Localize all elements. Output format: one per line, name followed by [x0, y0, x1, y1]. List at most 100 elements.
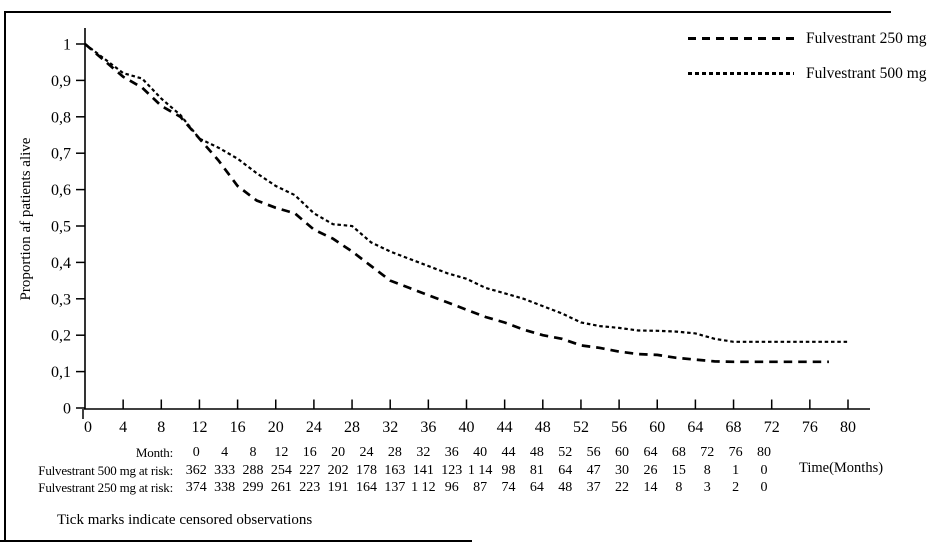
x-tick-label: 24: [306, 419, 322, 436]
risk-table-cell: 64: [529, 480, 544, 495]
x-tick-label: 80: [840, 419, 856, 436]
risk-table-cell: 191: [327, 480, 349, 495]
risk-table-cell: 12: [274, 445, 289, 460]
risk-table-cell: 178: [356, 462, 378, 478]
risk-table-cell: 32: [416, 445, 431, 460]
x-tick-label: 20: [268, 419, 284, 436]
risk-table-cell: 333: [214, 462, 236, 478]
risk-table-cell: 22: [615, 480, 630, 495]
dashed-line-sample-icon: [688, 37, 794, 40]
risk-table-cell: 164: [356, 480, 378, 495]
y-tick-label: 0,3: [51, 291, 71, 308]
risk-table-cell: 30: [615, 462, 630, 478]
x-tick-label: 32: [382, 419, 398, 436]
risk-table-cell: 80: [757, 445, 771, 460]
x-tick-label: 56: [611, 419, 627, 436]
risk-table-cell: 48: [529, 445, 544, 460]
y-tick-label: 0,7: [51, 146, 71, 163]
legend-label: Fulvestrant 500 mg: [806, 64, 927, 82]
x-tick-label: 72: [764, 419, 780, 436]
x-tick-label: 12: [191, 419, 207, 436]
risk-table-cell: 56: [586, 445, 601, 460]
y-axis-title: Proportion af patients alive: [18, 137, 34, 300]
risk-table-cell: 137: [384, 480, 406, 495]
y-tick-label: 0,9: [51, 73, 71, 90]
censoring-footnote: Tick marks indicate censored observation…: [57, 512, 313, 528]
x-tick-label: 76: [802, 419, 818, 436]
risk-table-cell: 36: [444, 445, 459, 460]
y-tick-label: 1: [63, 37, 71, 54]
risk-table-cell: 1 12: [411, 480, 436, 495]
risk-table-cell: 141: [412, 462, 434, 478]
risk-table-cell: 96: [444, 480, 459, 495]
y-tick-label: 0,5: [51, 219, 71, 236]
risk-table-cell: 20: [331, 445, 346, 460]
risk-table-cell: 64: [643, 445, 658, 460]
risk-table-cell: 261: [270, 480, 292, 495]
legend-label: Fulvestrant 250 mg: [806, 29, 927, 47]
y-tick-label: 0,6: [51, 182, 71, 199]
risk-table-cell: 374: [185, 480, 207, 495]
figure-border-bottom: [0, 540, 472, 542]
risk-row-label: Fulvestrant 500 mg at risk:: [38, 462, 173, 478]
risk-table-cell: 0: [192, 445, 200, 460]
x-tick-label: 16: [230, 419, 246, 436]
x-tick-label: 36: [420, 419, 436, 436]
risk-table-cell: 24: [359, 445, 374, 460]
risk-table-cell: 1 14: [467, 462, 493, 478]
risk-table-cell: 52: [558, 445, 573, 460]
risk-table-cell: 87: [473, 480, 488, 495]
y-tick-label: 0: [63, 401, 71, 418]
risk-table-cell: 40: [473, 445, 488, 460]
x-tick-label: 28: [344, 419, 360, 436]
y-tick-label: 0,8: [51, 109, 71, 126]
risk-table-cell: 202: [327, 462, 349, 478]
risk-table-cell: 0: [760, 480, 768, 495]
risk-table-cell: 338: [214, 480, 236, 495]
risk-table-cell: 0: [760, 462, 768, 478]
risk-table-cell: 8: [249, 445, 257, 460]
risk-table-cell: 60: [615, 445, 630, 460]
dotted-line-sample-icon: [688, 72, 794, 75]
x-tick-label: 44: [497, 419, 513, 436]
legend: Fulvestrant 250 mg Fulvestrant 500 mg: [688, 26, 938, 96]
at-risk-row-250mg: Fulvestrant 250 mg at risk: 374 338 299 261 2…: [0, 479, 790, 497]
risk-table-cell: 76: [728, 445, 743, 460]
month-header-row: Month: 0 4 8 12 16 20 24 28 32 36 40 44 48 52 56 60 64 68 7…: [0, 444, 790, 462]
risk-row-label: Month:: [135, 445, 173, 460]
risk-table-cell: 68: [671, 445, 686, 460]
risk-table-cell: 8: [703, 462, 711, 478]
risk-table-cell: 26: [643, 462, 658, 478]
risk-table-cell: 4: [221, 445, 229, 460]
risk-row-label: Fulvestrant 250 mg at risk:: [38, 480, 173, 495]
risk-table-cell: 72: [700, 445, 715, 460]
risk-table-cell: 1: [732, 462, 740, 478]
risk-table-cell: 47: [586, 462, 601, 478]
risk-table-cell: 227: [299, 462, 321, 478]
y-tick-label: 0,1: [51, 364, 71, 381]
x-tick-label: 68: [726, 419, 742, 436]
x-tick-label: 0: [84, 419, 92, 436]
legend-item-250mg: Fulvestrant 250 mg: [688, 26, 938, 51]
risk-table-cell: 288: [242, 462, 264, 478]
x-tick-label: 4: [119, 419, 127, 436]
risk-table-cell: 3: [703, 480, 711, 495]
x-tick-label: 40: [459, 419, 475, 436]
risk-table-cell: 28: [387, 445, 402, 460]
risk-table-cell: 163: [384, 462, 406, 478]
x-tick-label: 60: [649, 419, 665, 436]
figure-border-top: [4, 11, 891, 13]
risk-table-cell: 48: [558, 480, 573, 495]
x-tick-label: 8: [157, 419, 165, 436]
risk-table-cell: 16: [302, 445, 317, 460]
x-tick-label: 52: [573, 419, 589, 436]
risk-table-cell: 37: [586, 480, 601, 495]
risk-table-cell: 8: [675, 480, 683, 495]
risk-table-cell: 14: [643, 480, 658, 495]
risk-table-cell: 44: [501, 445, 516, 460]
risk-table-cell: 74: [501, 480, 516, 495]
risk-table-cell: 299: [242, 480, 264, 495]
x-tick-label: 48: [535, 419, 551, 436]
